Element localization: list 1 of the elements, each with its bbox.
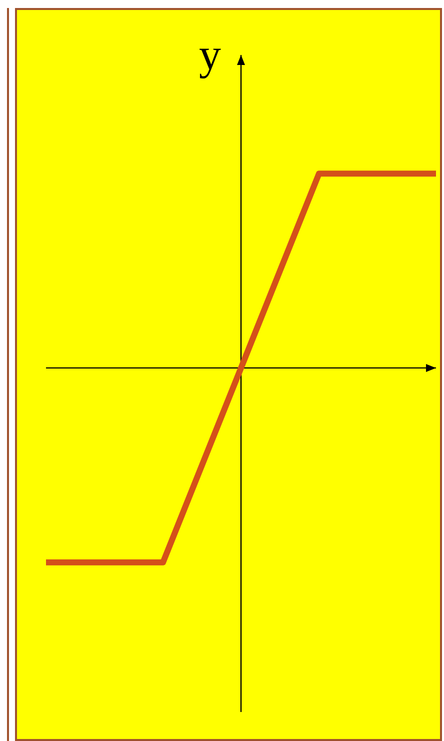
y-axis-title: y — [199, 30, 221, 79]
